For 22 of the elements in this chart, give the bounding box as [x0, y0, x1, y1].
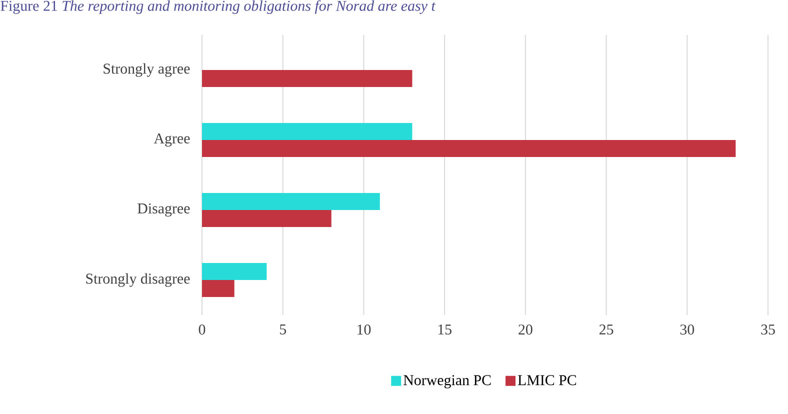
- x-tick-label: 5: [280, 324, 286, 334]
- y-tick-label: Strongly disagree: [86, 273, 190, 287]
- x-tick-label: 0: [198, 324, 206, 335]
- x-tick-label: 20: [518, 324, 532, 335]
- x-tick-label: 15: [438, 324, 452, 335]
- bar: [202, 210, 332, 227]
- bar: [202, 263, 267, 280]
- x-tick-label: 30: [680, 324, 694, 335]
- y-tick-label: Agree: [154, 133, 190, 147]
- legend-label: Norwegian PC: [404, 375, 491, 388]
- legend-label: LMIC PC: [518, 375, 576, 386]
- x-tick-label: 35: [761, 324, 775, 335]
- y-tick-label: Strongly agree: [104, 63, 190, 77]
- x-tick-label: 25: [599, 324, 614, 335]
- chart-title: Figure 21 The reporting and monitoring obligations for Norad are easy t: [0, 0, 436, 14]
- bar: [202, 140, 736, 157]
- x-tick-label: 10: [358, 324, 371, 335]
- bar: [202, 70, 412, 87]
- bar: [202, 193, 380, 210]
- y-tick-label: Disagree: [138, 203, 190, 217]
- bar: [202, 280, 234, 297]
- bar: [202, 123, 412, 140]
